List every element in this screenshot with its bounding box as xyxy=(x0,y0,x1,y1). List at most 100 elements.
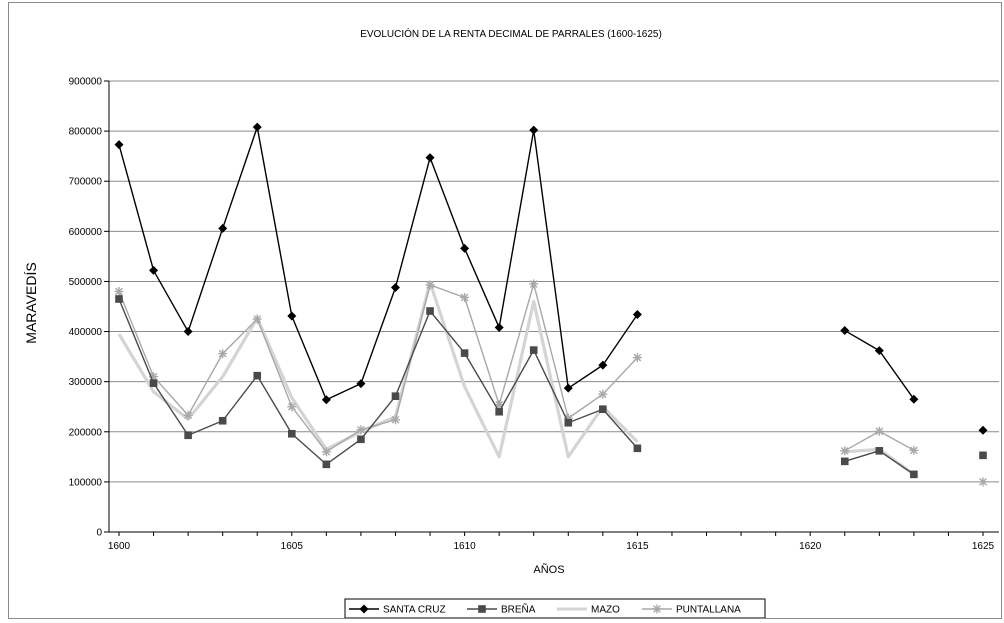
y-tick-300000: 300000 xyxy=(69,377,103,388)
legend-item: SANTA CRUZ xyxy=(349,604,446,616)
data-point xyxy=(460,292,470,302)
y-tick-600000: 600000 xyxy=(69,227,103,238)
series-mazo xyxy=(117,280,915,476)
series-line-segment xyxy=(118,126,638,401)
data-point xyxy=(460,349,469,357)
data-point xyxy=(252,314,262,324)
data-point xyxy=(390,282,400,292)
x-tick-1615: 1615 xyxy=(626,541,649,552)
data-point xyxy=(529,346,538,354)
x-tick-1625: 1625 xyxy=(972,541,995,552)
data-point xyxy=(840,457,849,466)
data-point xyxy=(321,395,331,405)
series-line-segment xyxy=(118,298,638,466)
series-breña xyxy=(115,295,987,479)
data-point xyxy=(840,446,850,456)
y-tick-900000: 900000 xyxy=(69,77,103,88)
series-line-segment xyxy=(117,280,639,459)
data-point xyxy=(114,286,124,296)
data-point xyxy=(321,447,331,457)
data-point xyxy=(184,431,192,440)
data-point xyxy=(529,279,539,289)
x-tick-1605: 1605 xyxy=(281,541,304,552)
data-point xyxy=(357,435,365,444)
y-axis-label: MARAVEDÍS xyxy=(23,262,39,343)
data-point xyxy=(632,310,642,320)
x-tick-1600: 1600 xyxy=(108,541,131,552)
data-point xyxy=(426,307,434,315)
data-point xyxy=(287,311,297,321)
axes xyxy=(104,80,999,536)
series-santa-cruz xyxy=(114,122,988,435)
legend-item: BREÑA xyxy=(467,603,536,616)
series-puntallana xyxy=(114,279,988,487)
y-tick-400000: 400000 xyxy=(69,327,103,338)
series-group xyxy=(114,122,988,487)
y-tick-0: 0 xyxy=(96,528,102,539)
data-point xyxy=(874,346,884,356)
data-point xyxy=(115,295,123,303)
data-point xyxy=(218,223,228,233)
legend: SANTA CRUZ BREÑA MAZO PUNTALLANA xyxy=(344,598,766,619)
data-point xyxy=(874,426,884,436)
legend-marker xyxy=(652,604,662,614)
data-point xyxy=(356,425,366,435)
data-point xyxy=(495,407,503,416)
data-point xyxy=(633,444,642,453)
data-point xyxy=(425,280,435,290)
legend-marker xyxy=(359,604,369,614)
y-tick-200000: 200000 xyxy=(69,427,103,438)
data-point xyxy=(287,402,297,412)
data-point xyxy=(252,122,262,132)
y-tick-700000: 700000 xyxy=(69,177,103,188)
chart-title: EVOLUCIÓN DE LA RENTA DECIMAL DE PARRALE… xyxy=(360,27,662,40)
legend-label: MAZO xyxy=(591,605,620,616)
y-tick-labels: 0 100000 200000 300000 400000 500000 600000 700… xyxy=(69,77,103,539)
data-point xyxy=(494,323,504,333)
data-point xyxy=(356,379,366,389)
series-line-segment xyxy=(118,283,638,453)
y-tick-800000: 800000 xyxy=(69,127,103,138)
x-axis-label: AÑOS xyxy=(533,563,564,576)
data-point xyxy=(598,389,608,399)
data-point xyxy=(632,353,642,363)
data-point xyxy=(183,410,193,420)
data-point xyxy=(598,360,608,370)
x-tick-1610: 1610 xyxy=(453,541,476,552)
y-tick-500000: 500000 xyxy=(69,277,103,288)
data-point xyxy=(460,243,470,253)
data-point xyxy=(529,125,539,135)
data-point xyxy=(909,445,919,455)
data-point xyxy=(114,140,124,150)
line-chart: EVOLUCIÓN DE LA RENTA DECIMAL DE PARRALE… xyxy=(23,27,999,619)
data-point xyxy=(910,470,918,479)
data-point xyxy=(149,379,158,387)
data-point xyxy=(390,415,400,425)
legend-item: MAZO xyxy=(557,605,620,616)
data-point xyxy=(563,383,573,393)
data-point xyxy=(909,394,919,404)
data-point xyxy=(391,392,400,400)
data-point xyxy=(253,371,262,380)
legend-label: PUNTALLANA xyxy=(676,605,741,616)
data-point xyxy=(978,477,988,487)
data-point xyxy=(425,153,435,163)
series-line-segment xyxy=(844,329,915,400)
y-tick-100000: 100000 xyxy=(69,477,103,488)
legend-item: PUNTALLANA xyxy=(642,604,741,616)
data-point xyxy=(875,447,884,455)
x-tick-labels: 1600 1605 1610 1615 1620 1625 xyxy=(108,541,995,552)
data-point xyxy=(149,265,159,275)
data-point xyxy=(840,326,850,336)
data-point xyxy=(218,416,227,425)
legend-marker xyxy=(478,605,486,613)
data-point xyxy=(564,418,573,427)
legend-label: SANTA CRUZ xyxy=(383,605,446,616)
data-point xyxy=(218,349,228,359)
data-point xyxy=(979,451,987,460)
chart-frame: EVOLUCIÓN DE LA RENTA DECIMAL DE PARRALE… xyxy=(8,2,1002,619)
data-point xyxy=(183,327,193,337)
data-point xyxy=(322,460,331,469)
data-point xyxy=(599,405,607,414)
data-point xyxy=(978,425,988,435)
